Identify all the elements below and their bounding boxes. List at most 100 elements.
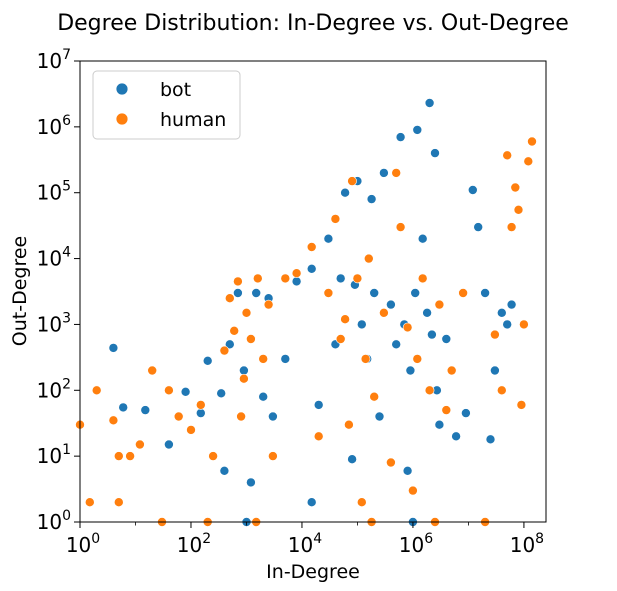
bot-point xyxy=(379,168,389,178)
human-point xyxy=(229,325,239,336)
bot-point xyxy=(374,411,385,422)
points-layer xyxy=(75,98,537,527)
human-point xyxy=(412,354,423,364)
human-point xyxy=(347,176,357,186)
human-point xyxy=(236,411,246,422)
bot-point xyxy=(480,288,490,298)
human-point xyxy=(306,242,317,252)
y-tick-label: 106 xyxy=(37,113,71,139)
plot-frame xyxy=(79,60,547,523)
human-point xyxy=(125,451,135,461)
human-point xyxy=(424,385,435,396)
human-point xyxy=(527,136,537,147)
human-point xyxy=(352,273,363,284)
bot-point xyxy=(427,329,437,340)
bot-point xyxy=(340,187,350,198)
y-tick-label: 102 xyxy=(37,376,71,402)
x-tick-label: 108 xyxy=(510,531,544,557)
bot-point xyxy=(496,307,507,318)
bot-point xyxy=(356,319,367,330)
bot-point xyxy=(424,98,435,108)
bot-point xyxy=(202,355,213,366)
bot-point xyxy=(405,365,416,376)
human-point xyxy=(402,322,413,333)
legend-label-bot: bot xyxy=(160,79,191,101)
bot-point xyxy=(118,402,128,413)
legend-label-human: human xyxy=(160,109,226,131)
bot-point xyxy=(306,497,317,508)
human-point xyxy=(395,222,406,232)
human-point xyxy=(252,273,263,284)
bot-point xyxy=(246,477,256,488)
bot-point xyxy=(434,419,445,430)
human-point xyxy=(246,334,256,344)
human-point xyxy=(233,276,243,287)
y-tick-label: 100 xyxy=(37,508,71,534)
human-point xyxy=(291,268,302,279)
bot-point xyxy=(306,263,317,274)
x-axis-label: In-Degree xyxy=(266,561,360,583)
bot-point xyxy=(219,465,230,476)
human-point xyxy=(519,319,529,330)
human-point xyxy=(360,354,371,364)
human-point xyxy=(356,497,367,508)
human-point xyxy=(363,253,374,264)
bot-point xyxy=(140,405,151,415)
human-point xyxy=(164,385,174,396)
bot-point xyxy=(225,339,235,350)
human-point xyxy=(446,365,457,376)
human-point xyxy=(330,214,341,224)
bot-point xyxy=(391,339,402,350)
human-point xyxy=(91,385,102,396)
bot-point xyxy=(386,299,396,310)
human-point xyxy=(323,288,334,298)
bot-point xyxy=(485,434,496,445)
legend: bot human xyxy=(92,70,241,140)
bot-point xyxy=(412,125,423,135)
human-point xyxy=(516,400,527,410)
human-point xyxy=(441,405,452,415)
x-tick-label: 102 xyxy=(177,531,211,557)
human-point xyxy=(219,345,230,356)
human-point xyxy=(280,273,291,284)
human-point xyxy=(173,411,184,422)
human-point xyxy=(147,365,157,376)
bot-point xyxy=(216,388,226,399)
bot-point xyxy=(258,391,269,402)
human-point xyxy=(490,329,500,340)
human-point xyxy=(108,415,119,426)
human-point xyxy=(344,419,354,430)
human-point xyxy=(510,182,521,193)
bot-point xyxy=(366,194,377,204)
y-tick-label: 103 xyxy=(37,310,71,336)
bot-point xyxy=(313,400,324,410)
human-point xyxy=(340,314,350,325)
human-point xyxy=(496,385,507,396)
human-point xyxy=(313,431,324,442)
bot-point xyxy=(506,299,517,310)
human-point xyxy=(417,273,428,284)
chart-title: Degree Distribution: In-Degree vs. Out-D… xyxy=(57,11,569,36)
bot-point xyxy=(467,185,478,195)
bot-point xyxy=(233,288,243,298)
human-point xyxy=(208,451,218,461)
bot-point xyxy=(473,222,484,232)
bot-point xyxy=(410,288,421,298)
bot-point xyxy=(490,365,500,376)
bot-point xyxy=(180,386,191,397)
bot-point xyxy=(323,233,334,244)
bot-point xyxy=(335,273,346,284)
human-point xyxy=(114,451,124,461)
bot-point xyxy=(280,354,291,364)
human-point xyxy=(268,451,278,461)
y-tick-label: 101 xyxy=(37,442,71,468)
human-point xyxy=(502,150,513,161)
human-point xyxy=(523,156,534,167)
human-point xyxy=(458,288,468,298)
bot-point xyxy=(164,439,174,450)
bot-point xyxy=(108,343,119,353)
human-point xyxy=(263,299,274,310)
human-point xyxy=(225,293,235,304)
legend-marker-human xyxy=(115,112,129,126)
